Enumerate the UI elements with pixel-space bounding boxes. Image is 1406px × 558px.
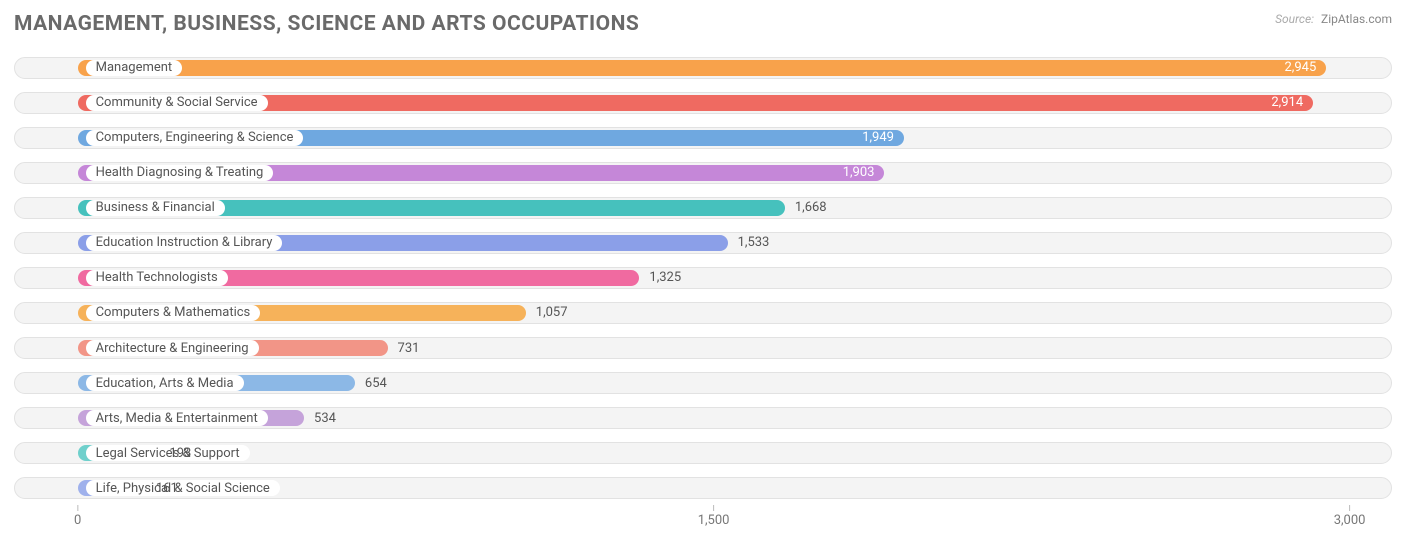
bar-value: 1,057 [536,298,568,328]
tick-label: 1,500 [698,513,730,528]
bar-label: Health Diagnosing & Treating [86,165,274,181]
bar-value: 1,533 [738,228,770,258]
bar-row: Community & Social Service 2,914 [14,88,1392,118]
bar-row: Health Diagnosing & Treating 1,903 [14,158,1392,188]
bar-value: 654 [365,368,387,398]
tick-mark [713,505,714,511]
bar-label: Arts, Media & Entertainment [86,410,268,426]
source-name: ZipAtlas.com [1321,12,1392,26]
bar-row: Education Instruction & Library 1,533 [14,228,1392,258]
bars-group: Management 2,945 Community & Social Servic… [14,50,1392,506]
bar-row: Legal Services & Support193 [14,438,1392,468]
bar-row: Architecture & Engineering 731 [14,333,1392,363]
bar-value: 1,903 [843,158,875,188]
tick-label: 3,000 [1334,513,1366,528]
bar-label: Health Technologists [86,270,228,286]
bar-row: Management 2,945 [14,53,1392,83]
bar-row: Health Technologists 1,325 [14,263,1392,293]
chart-title: MANAGEMENT, BUSINESS, SCIENCE AND ARTS O… [14,12,639,36]
bar-label: Management [86,60,183,76]
bar-value: 1,325 [649,263,681,293]
bar-row: Computers & Mathematics 1,057 [14,298,1392,328]
bar-value: 193 [169,438,191,468]
bar-row: Computers, Engineering & Science 1,949 [14,123,1392,153]
x-tick: 3,000 [1334,505,1366,528]
bar-row: Arts, Media & Entertainment 534 [14,403,1392,433]
tick-mark [1349,505,1350,511]
x-tick: 0 [74,505,81,528]
chart-source: Source: ZipAtlas.com [1275,12,1392,26]
bar-value: 534 [314,403,336,433]
tick-mark [77,505,78,511]
plot-area: Management 2,945 Community & Social Servic… [14,50,1392,528]
chart-container: MANAGEMENT, BUSINESS, SCIENCE AND ARTS O… [0,0,1406,558]
bar-fill [78,60,1327,76]
bar-value: 2,914 [1271,88,1303,118]
bar-value: 731 [398,333,420,363]
bar-label: Community & Social Service [86,95,268,111]
bar-value: 1,949 [862,123,894,153]
bar-row: Business & Financial 1,668 [14,193,1392,223]
bar-label: Life, Physical & Social Science [86,480,280,496]
tick-label: 0 [74,513,81,528]
source-label: Source: [1275,12,1314,26]
bar-row: Life, Physical & Social Science161 [14,473,1392,503]
x-axis: 0 1,500 3,000 [14,506,1392,528]
bar-label: Computers & Mathematics [86,305,261,321]
bar-value: 161 [156,473,178,503]
bar-label: Architecture & Engineering [86,340,259,356]
bar-label: Computers, Engineering & Science [86,130,304,146]
bar-value: 1,668 [795,193,827,223]
bar-value: 2,945 [1284,53,1316,83]
bar-label: Legal Services & Support [86,445,250,461]
x-tick: 1,500 [698,505,730,528]
bar-label: Education, Arts & Media [86,375,244,391]
bar-label: Business & Financial [86,200,225,216]
bar-row: Education, Arts & Media 654 [14,368,1392,398]
bar-label: Education Instruction & Library [86,235,283,251]
